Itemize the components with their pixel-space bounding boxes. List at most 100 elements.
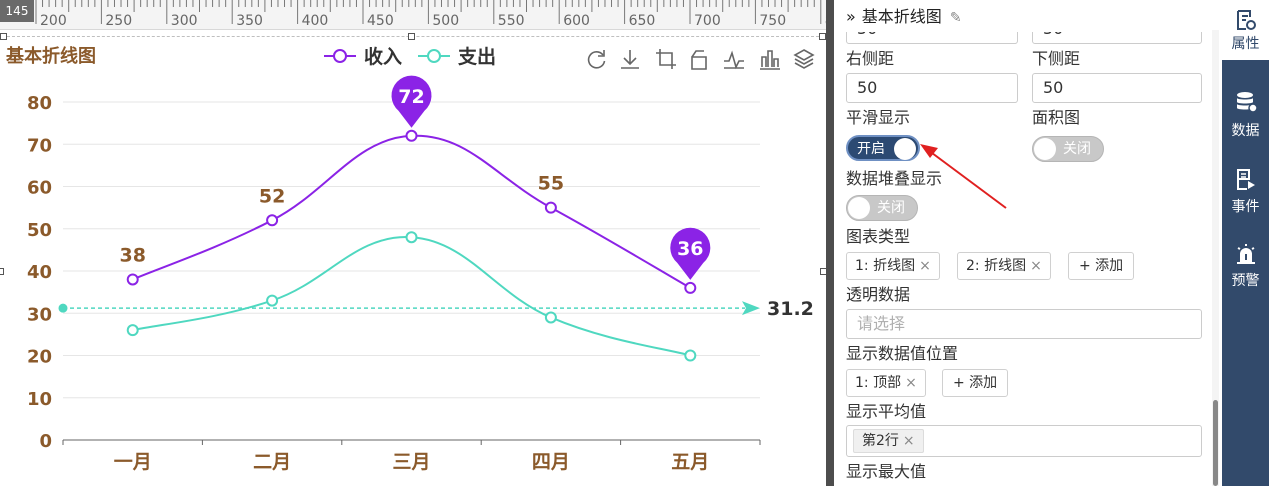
bottom-margin-label: 下侧距 (1032, 49, 1081, 68)
ruler-label: 250 (105, 13, 132, 29)
design-canvas[interactable]: 20025030035040045050055060065070075080 1… (0, 0, 826, 486)
panel-scrollbar[interactable] (1212, 30, 1219, 486)
series-1-point (544, 201, 557, 214)
resize-handle-top-left[interactable] (0, 33, 7, 40)
y-tick-label: 80 (27, 93, 52, 114)
series-1-point (266, 214, 279, 227)
resize-handle-top-center[interactable] (408, 33, 415, 40)
series-2-point (544, 311, 557, 324)
area-label: 面积图 (1032, 108, 1081, 127)
y-tick-label: 0 (39, 431, 52, 452)
horizontal-ruler: 200 250 300 350 400 450 500 550 600 650 700 750 80 1… (0, 0, 826, 30)
panel-scrollbar-thumb[interactable] (1213, 400, 1218, 486)
refresh-icon[interactable] (584, 47, 608, 71)
average-tag-1[interactable]: 第2行 × (853, 429, 924, 453)
series-points (126, 129, 697, 362)
remove-tag-icon[interactable]: × (1030, 258, 1042, 274)
nav-label: 事件 (1231, 199, 1260, 215)
series-1-point (405, 129, 418, 142)
value-position-tag-1[interactable]: 1: 顶部 × (846, 369, 926, 397)
series-line-2 (132, 236, 691, 357)
smooth-label: 平滑显示 (846, 108, 911, 127)
ruler-label: 650 (629, 13, 656, 29)
series-line-1 (132, 134, 691, 289)
average-line-arrow (742, 301, 760, 316)
right-margin-label: 右侧距 (846, 49, 895, 68)
remove-tag-icon[interactable]: × (902, 433, 915, 449)
data-labels: 38 52 55 (119, 173, 564, 267)
panel-splitter[interactable] (826, 0, 834, 486)
chart-type-tag-2[interactable]: 2: 折线图 × (957, 252, 1051, 280)
download-icon[interactable] (618, 47, 642, 71)
average-select[interactable]: 第2行 × (846, 425, 1202, 457)
legend-label: 支出 (457, 45, 496, 68)
series-2-point (405, 231, 418, 244)
toggle-knob (848, 197, 870, 219)
x-tick-label: 二月 (253, 451, 291, 473)
edit-title-icon[interactable]: ✎ (949, 10, 962, 26)
add-value-position-button[interactable]: + 添加 (942, 369, 1009, 397)
markpoint-pin (391, 75, 432, 128)
nav-item-events[interactable]: 事件 (1222, 160, 1269, 220)
nav-item-alerts[interactable]: 预警 (1222, 234, 1269, 294)
remove-tag-icon[interactable]: × (905, 375, 917, 391)
resize-handle-middle-right[interactable] (820, 268, 826, 275)
event-icon (1237, 169, 1255, 190)
data-label: 55 (538, 173, 564, 195)
transparent-data-label: 透明数据 (846, 285, 911, 304)
toggle-knob (894, 138, 916, 160)
average-line-label: 31.2 (767, 298, 814, 320)
markpoint-label: 36 (677, 238, 703, 260)
side-nav: 属性 数据 事件 预警 (1222, 0, 1269, 486)
x-tick-label: 五月 (671, 451, 709, 473)
bottom-margin-input[interactable]: 50 (1032, 73, 1202, 103)
y-tick-label: 40 (27, 262, 52, 283)
crop-reset-icon[interactable] (688, 47, 712, 71)
annotation-arrow (920, 144, 1007, 209)
ruler-label: 550 (498, 13, 525, 29)
component-title: 基本折线图 (861, 7, 942, 26)
add-chart-type-button[interactable]: + 添加 (1068, 252, 1135, 280)
right-margin-input[interactable]: 50 (846, 73, 1018, 103)
average-label: 显示平均值 (846, 402, 927, 421)
average-line: 31.2 (58, 298, 814, 320)
bar-type-icon[interactable] (758, 47, 782, 71)
ruler-label: 350 (236, 13, 263, 29)
y-tick-label: 50 (27, 220, 52, 241)
smooth-toggle-text: 开启 (857, 141, 885, 157)
ruler-position-badge: 145 (0, 0, 34, 22)
resize-handle-middle-left[interactable] (0, 268, 4, 275)
line-type-icon[interactable] (722, 47, 746, 71)
resize-handle-top-right[interactable] (819, 33, 826, 40)
transparent-data-select[interactable]: 请选择 (846, 309, 1202, 339)
nav-item-properties[interactable]: 属性 (1222, 0, 1269, 60)
chart-type-tag-1[interactable]: 1: 折线图 × (846, 252, 940, 280)
tag-text: 1: 折线图 (855, 258, 916, 274)
smooth-toggle[interactable]: 开启 (846, 135, 920, 161)
crop-icon[interactable] (654, 47, 678, 71)
properties-icon (1237, 10, 1256, 30)
y-tick-label: 60 (27, 178, 52, 199)
area-toggle-text: 关闭 (1063, 141, 1091, 157)
stack-icon[interactable] (792, 47, 816, 71)
remove-tag-icon[interactable]: × (919, 258, 931, 274)
average-line-start-dot (58, 303, 68, 313)
max-label: 显示最大值 (846, 462, 927, 481)
chart-type-label: 图表类型 (846, 227, 911, 246)
nav-label: 属性 (1231, 36, 1260, 52)
series-1-point (684, 281, 697, 294)
markpoint-pin (670, 227, 711, 280)
stack-toggle-text: 关闭 (877, 200, 905, 216)
stack-toggle[interactable]: 关闭 (846, 195, 918, 221)
properties-panel: »基本折线图✎ 50 50 右侧距 下侧距 50 50 平滑显示 面积图 开启 … (834, 0, 1222, 486)
nav-item-data[interactable]: 数据 (1222, 82, 1269, 142)
collapse-chevron-icon[interactable]: » (846, 7, 856, 26)
stack-label: 数据堆叠显示 (846, 169, 943, 188)
x-tick-label: 四月 (532, 451, 570, 473)
area-toggle[interactable]: 关闭 (1032, 136, 1104, 162)
ruler-label: 300 (171, 13, 198, 29)
data-label: 52 (259, 185, 285, 207)
series-2-point (266, 294, 279, 307)
